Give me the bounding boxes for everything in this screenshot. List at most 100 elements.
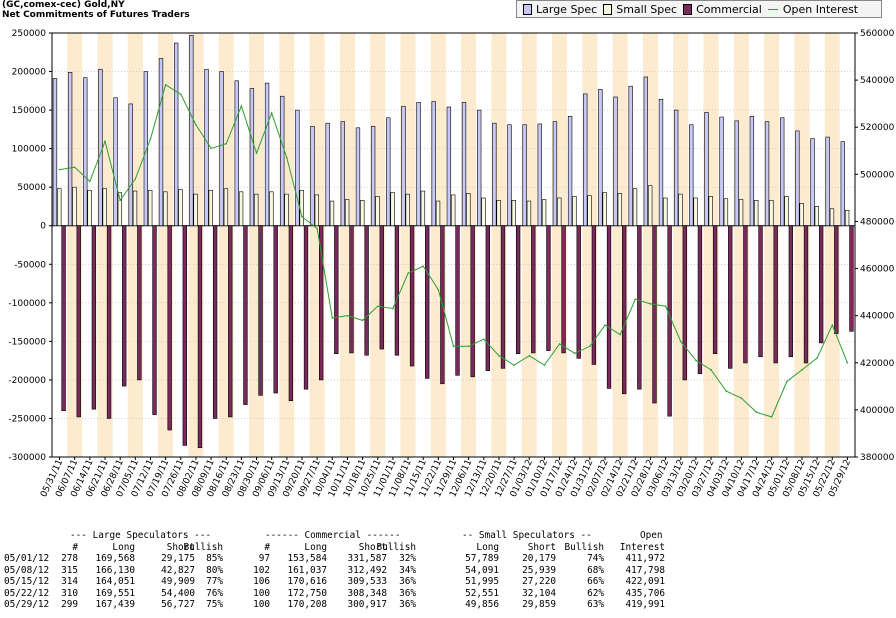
table-cell: 169,568 — [95, 553, 135, 564]
bar-commercial — [91, 225, 97, 410]
table-cell: 62% — [587, 587, 604, 599]
bar-large-spec — [340, 121, 345, 227]
chart-subtitle: Net Commitments of Futures Traders — [2, 10, 190, 20]
table-cell: 100 — [253, 587, 270, 599]
right-axis-tick-label: 480000 — [860, 217, 895, 227]
bar-small-spec — [314, 194, 320, 227]
table-cell: 170,616 — [287, 576, 327, 587]
bar-large-spec — [143, 71, 149, 227]
open-interest-point — [467, 345, 470, 348]
open-interest-point — [846, 361, 849, 364]
bar-commercial — [561, 225, 566, 354]
bar-small-spec — [87, 189, 92, 227]
open-interest-point — [740, 397, 743, 399]
table-cell: 312,492 — [347, 564, 387, 576]
column-header: Long — [304, 541, 327, 553]
bar-small-spec — [360, 199, 365, 227]
open-interest-point — [619, 333, 621, 336]
right-axis-tick-label: 500000 — [860, 170, 895, 180]
bar-commercial — [788, 225, 794, 358]
table-cell: 153,584 — [287, 553, 327, 564]
column-header: Bullish — [564, 541, 604, 553]
right-axis-tick-label: 460000 — [860, 265, 895, 275]
left-axis-tick-label: -300000 — [8, 453, 46, 463]
table-cell: 36% — [399, 599, 416, 610]
data-table: --- Large Speculators --- ------ Commerc… — [0, 530, 896, 611]
bar-small-spec — [466, 193, 471, 227]
bar-small-spec — [617, 193, 623, 227]
legend-item-small-spec: Small Spec — [603, 3, 677, 16]
bar-commercial — [182, 225, 187, 446]
table-row: 05/15/12 314 164,051 49,909 77% 106 170,616 309… — [0, 576, 896, 588]
column-header: Long — [476, 541, 499, 553]
right-axis-tick-label: 560000 — [860, 29, 895, 39]
table-cell: 435,706 — [625, 587, 665, 599]
table-cell: 100 — [253, 599, 270, 610]
table-cell: 309,533 — [347, 576, 387, 587]
bar-small-spec — [602, 192, 607, 227]
table-cell: 278 — [61, 553, 78, 564]
open-interest-point — [301, 215, 303, 218]
table-cell-date: 05/01/12 — [4, 553, 50, 564]
bar-large-spec — [401, 105, 406, 227]
table-group-header-row: --- Large Speculators --- ------ Commerc… — [0, 530, 896, 542]
table-cell-date: 05/22/12 — [4, 587, 50, 599]
bar-large-spec — [83, 77, 88, 227]
table-cell-date: 05/08/12 — [4, 564, 50, 576]
bar-commercial — [849, 225, 854, 332]
bar-commercial — [349, 225, 354, 354]
bar-commercial — [76, 225, 81, 418]
legend-swatch-large-spec — [523, 3, 532, 15]
table-cell: 102 — [253, 564, 270, 576]
bar-large-spec — [158, 58, 164, 227]
bar-commercial — [652, 225, 657, 404]
bar-small-spec — [784, 196, 789, 227]
bar-commercial — [258, 225, 263, 396]
table-cell: 170,208 — [287, 599, 327, 610]
bar-small-spec — [769, 199, 774, 227]
bar-commercial — [470, 225, 475, 378]
bar-commercial — [228, 225, 233, 418]
open-interest-point — [58, 168, 61, 171]
open-interest-point — [346, 314, 349, 317]
right-axis-tick-label: 420000 — [860, 359, 895, 369]
bar-large-spec — [825, 136, 830, 227]
open-interest-point — [104, 140, 106, 143]
legend-label-open-interest: Open Interest — [782, 2, 859, 16]
bar-commercial — [106, 225, 112, 419]
bar-commercial — [455, 225, 460, 376]
bar-large-spec — [507, 124, 512, 227]
legend-label-commercial: Commercial — [696, 2, 762, 16]
table-row: 05/22/12 310 169,551 54,400 76% 100 172,750 308… — [0, 588, 896, 600]
bar-large-spec — [477, 109, 482, 227]
left-axis-tick-label: -100000 — [8, 299, 46, 309]
bar-large-spec — [552, 121, 558, 227]
bar-small-spec — [647, 185, 653, 227]
open-interest-point — [331, 317, 334, 319]
open-interest-point — [119, 199, 121, 202]
bar-small-spec — [511, 199, 516, 227]
table-cell: 54,400 — [161, 587, 195, 599]
bar-large-spec — [325, 122, 330, 227]
bar-small-spec — [375, 196, 380, 227]
bar-large-spec — [189, 35, 194, 227]
legend: Large Spec Small Spec Commercial Open In… — [516, 0, 882, 18]
bar-commercial — [546, 225, 551, 351]
table-cell: 56,727 — [161, 599, 195, 610]
bar-large-spec — [173, 42, 179, 227]
open-interest-point — [695, 359, 697, 362]
table-cell: 314 — [61, 576, 78, 587]
bar-small-spec — [814, 206, 819, 227]
table-cell: 52,551 — [465, 587, 499, 599]
open-interest-point — [134, 178, 137, 180]
open-interest-point — [543, 364, 546, 366]
open-interest-point — [786, 380, 788, 383]
open-interest-point — [528, 354, 531, 357]
table-cell: 166,130 — [95, 564, 135, 576]
right-axis-tick-label: 540000 — [860, 76, 895, 86]
open-interest-point — [422, 265, 424, 268]
table-cell: 49,909 — [161, 576, 195, 587]
table-cell: 419,991 — [625, 599, 665, 610]
bar-large-spec — [689, 124, 694, 227]
bar-large-spec — [583, 93, 588, 227]
